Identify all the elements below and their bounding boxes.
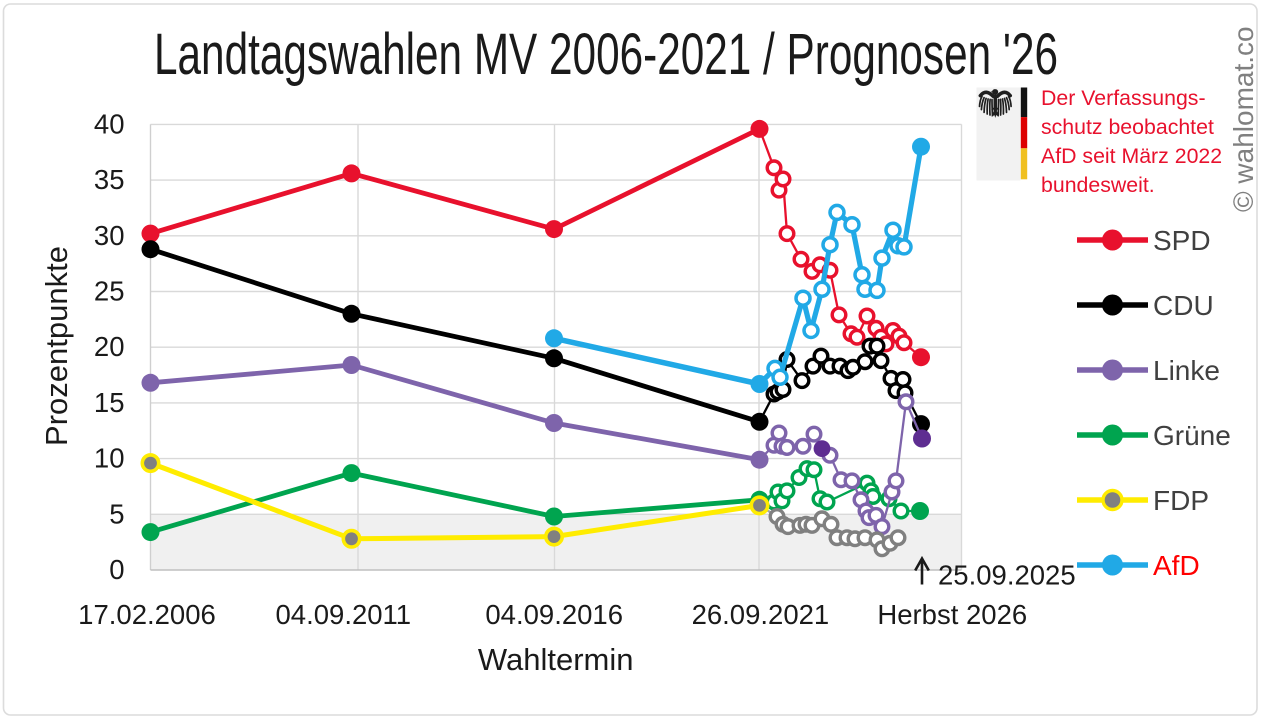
svg-text:schutz beobachtet: schutz beobachtet	[1041, 115, 1214, 139]
svg-text:AfD: AfD	[1153, 550, 1200, 581]
svg-text:5: 5	[109, 498, 124, 529]
svg-text:Herbst 2026: Herbst 2026	[877, 599, 1027, 630]
svg-text:FDP: FDP	[1153, 485, 1209, 516]
svg-text:Grüne: Grüne	[1153, 420, 1231, 451]
svg-text:20: 20	[94, 331, 125, 362]
svg-text:Der Verfassungs-: Der Verfassungs-	[1041, 86, 1206, 110]
svg-text:CDU: CDU	[1153, 290, 1214, 321]
svg-text:04.09.2016: 04.09.2016	[485, 599, 623, 630]
svg-text:Wahltermin: Wahltermin	[478, 642, 634, 677]
svg-text:25.09.2025: 25.09.2025	[938, 560, 1076, 591]
svg-text:bundesweit.: bundesweit.	[1041, 173, 1155, 197]
svg-text:15: 15	[94, 387, 125, 418]
svg-text:26.09.2021: 26.09.2021	[692, 599, 830, 630]
svg-text:Prozentpunkte: Prozentpunkte	[39, 246, 74, 446]
svg-text:40: 40	[94, 108, 125, 139]
svg-text:© wahlomat.co: © wahlomat.co	[1228, 26, 1259, 212]
svg-text:AfD seit März 2022: AfD seit März 2022	[1041, 144, 1222, 168]
svg-text:17.02.2006: 17.02.2006	[78, 599, 216, 630]
svg-text:0: 0	[109, 554, 124, 585]
svg-text:25: 25	[94, 276, 125, 307]
svg-text:30: 30	[94, 220, 125, 251]
svg-text:SPD: SPD	[1153, 225, 1211, 256]
svg-text:35: 35	[94, 164, 125, 195]
svg-text:04.09.2011: 04.09.2011	[276, 599, 412, 630]
svg-text:Landtagswahlen MV 2006-2021 /: Landtagswahlen MV 2006-2021 / Prognosen …	[154, 22, 1058, 87]
svg-text:Linke: Linke	[1153, 355, 1220, 386]
svg-text:10: 10	[94, 443, 125, 474]
